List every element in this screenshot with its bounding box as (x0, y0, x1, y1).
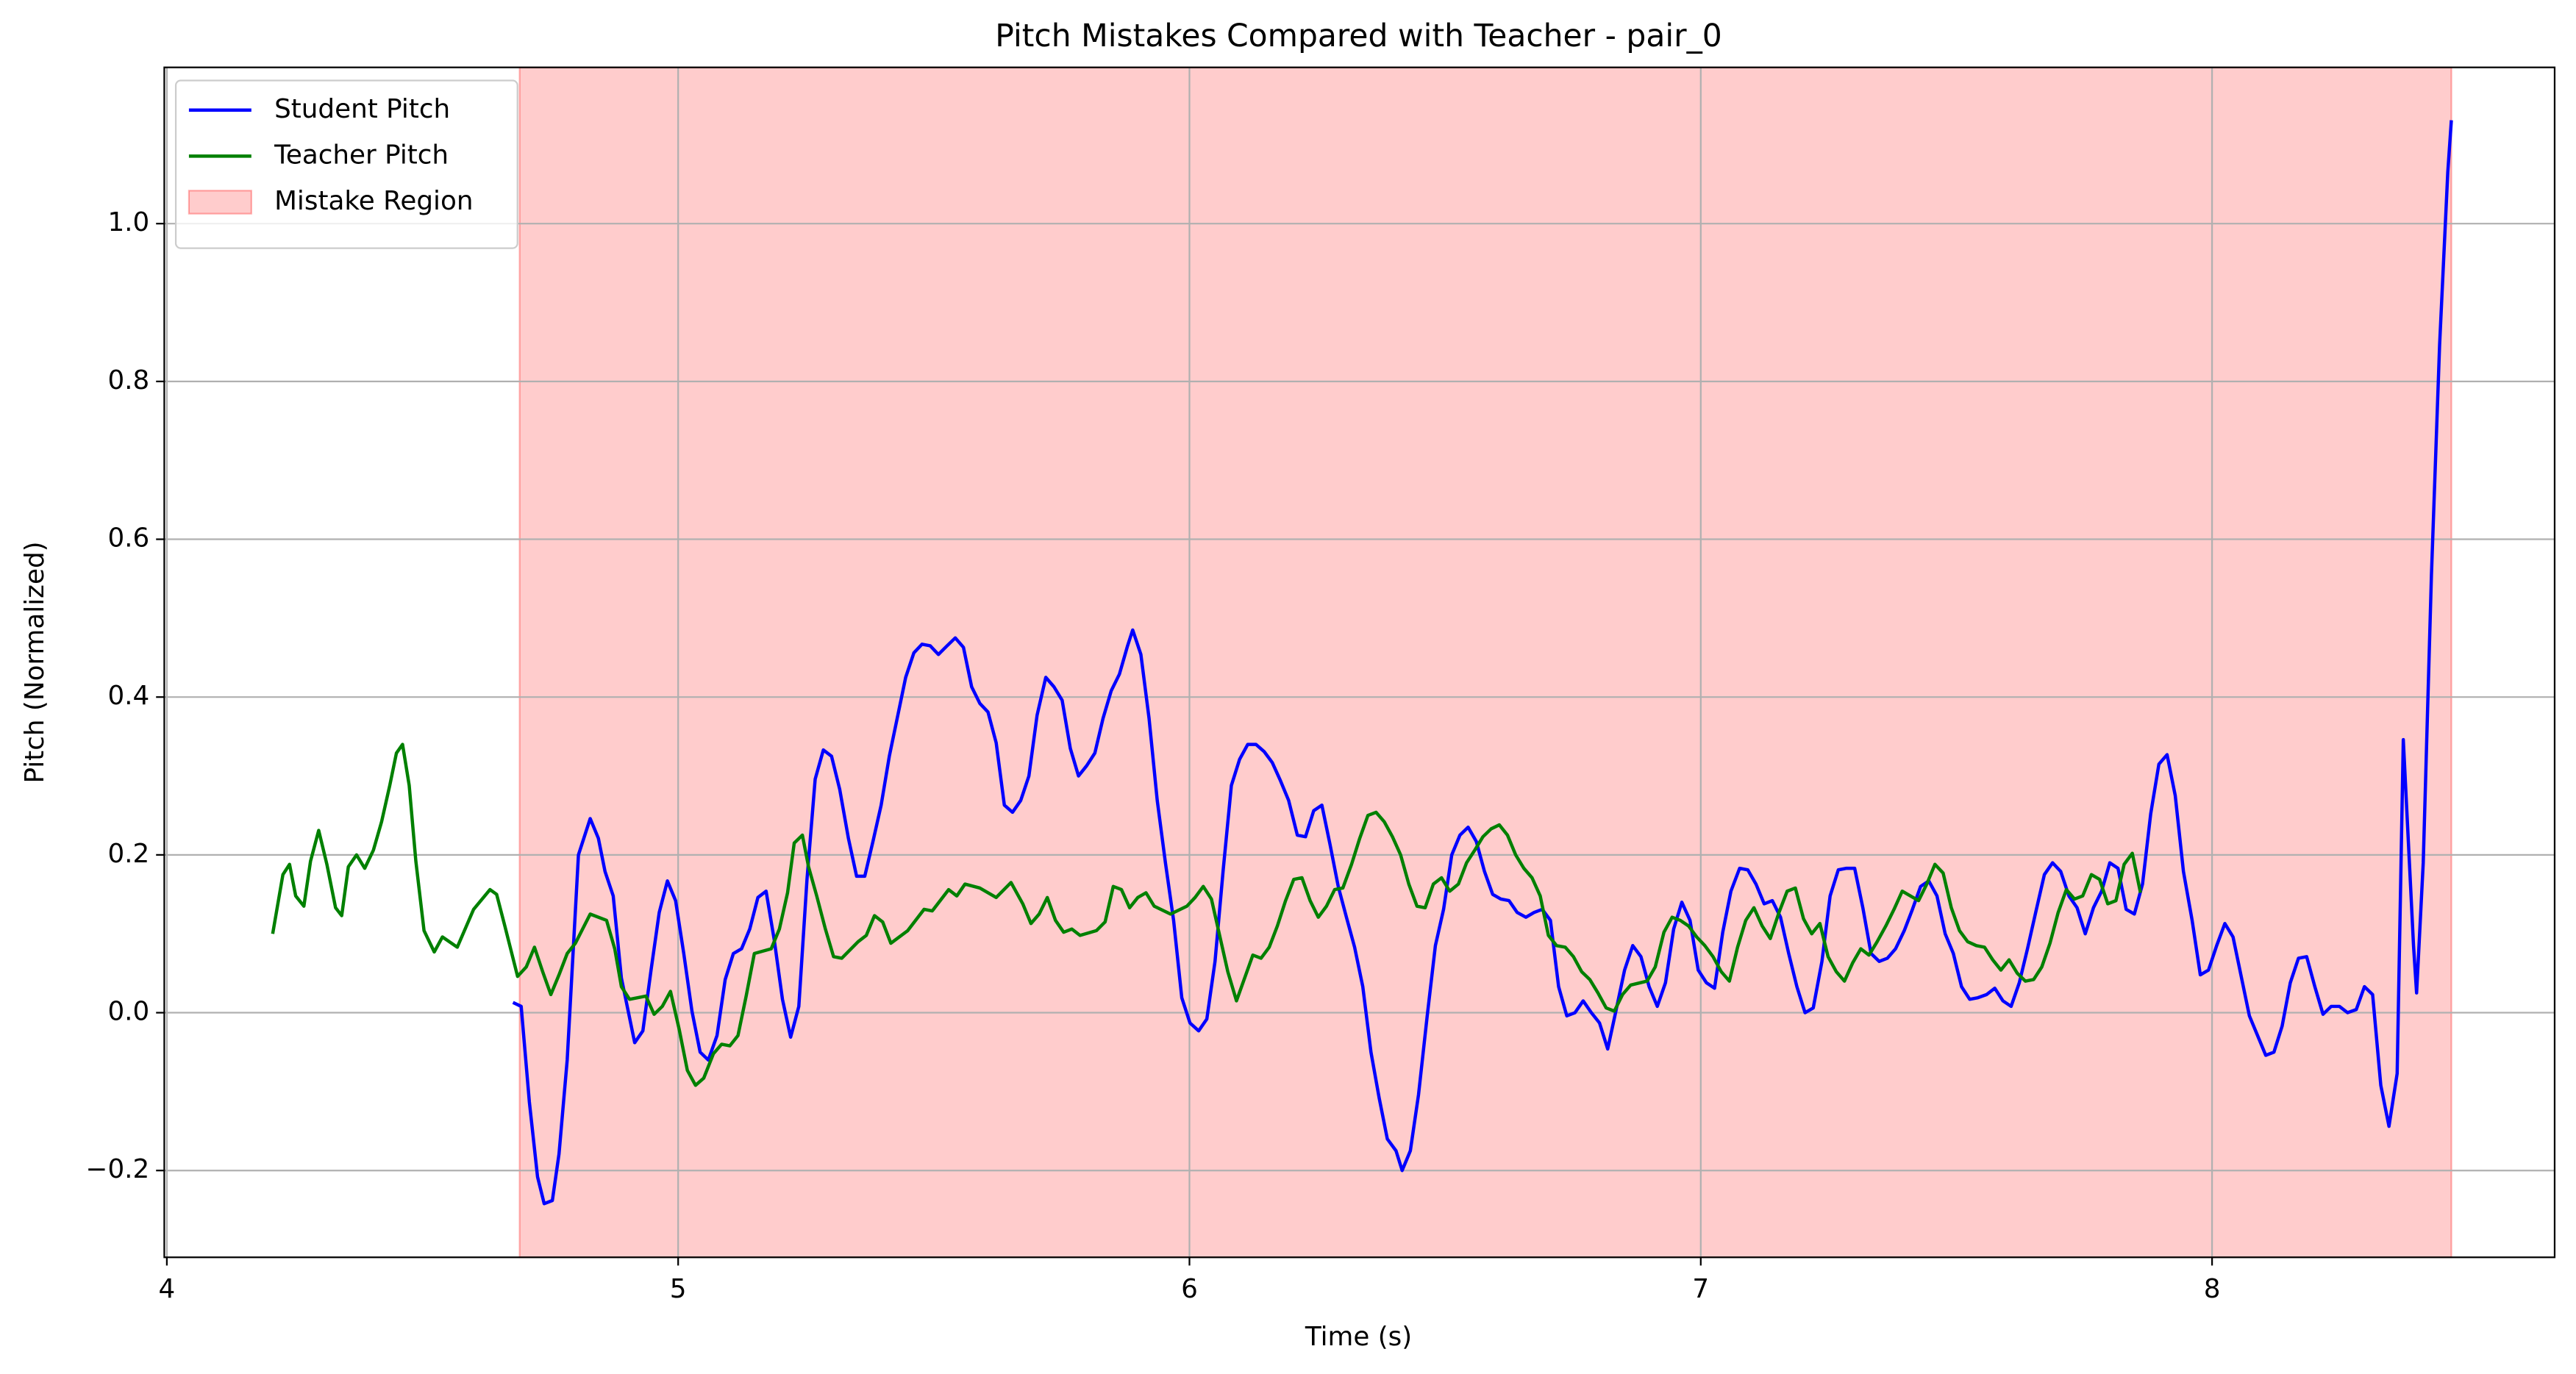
y-tick-label: 0.4 (107, 681, 149, 711)
y-tick-label: 0.2 (107, 839, 149, 869)
legend-label: Student Pitch (274, 94, 450, 124)
x-tick-label: 5 (670, 1274, 687, 1304)
mistake-region (518, 66, 2452, 1259)
y-axis-label: Pitch (Normalized) (20, 541, 50, 783)
series-line (512, 120, 2453, 1206)
series-line (271, 743, 2142, 1087)
y-tick-label: −0.2 (86, 1154, 150, 1184)
x-tick-label: 8 (2204, 1274, 2221, 1304)
legend-box (174, 79, 518, 249)
legend-swatch (188, 190, 252, 215)
x-tick-label: 6 (1181, 1274, 1198, 1304)
y-tick-label: 0.6 (107, 523, 149, 554)
x-tick-label: 4 (159, 1274, 176, 1304)
y-tick-label: 0.8 (107, 365, 149, 396)
chart-title: Pitch Mistakes Compared with Teacher - p… (995, 18, 1722, 54)
x-tick-label: 7 (1692, 1274, 1709, 1304)
y-tick-label: 1.0 (107, 207, 149, 237)
plot-frame (163, 66, 2556, 1259)
y-tick-label: 0.0 (107, 997, 149, 1027)
legend-label: Mistake Region (274, 186, 473, 216)
legend-label: Teacher Pitch (274, 140, 449, 170)
x-axis-label: Time (s) (1305, 1322, 1412, 1352)
